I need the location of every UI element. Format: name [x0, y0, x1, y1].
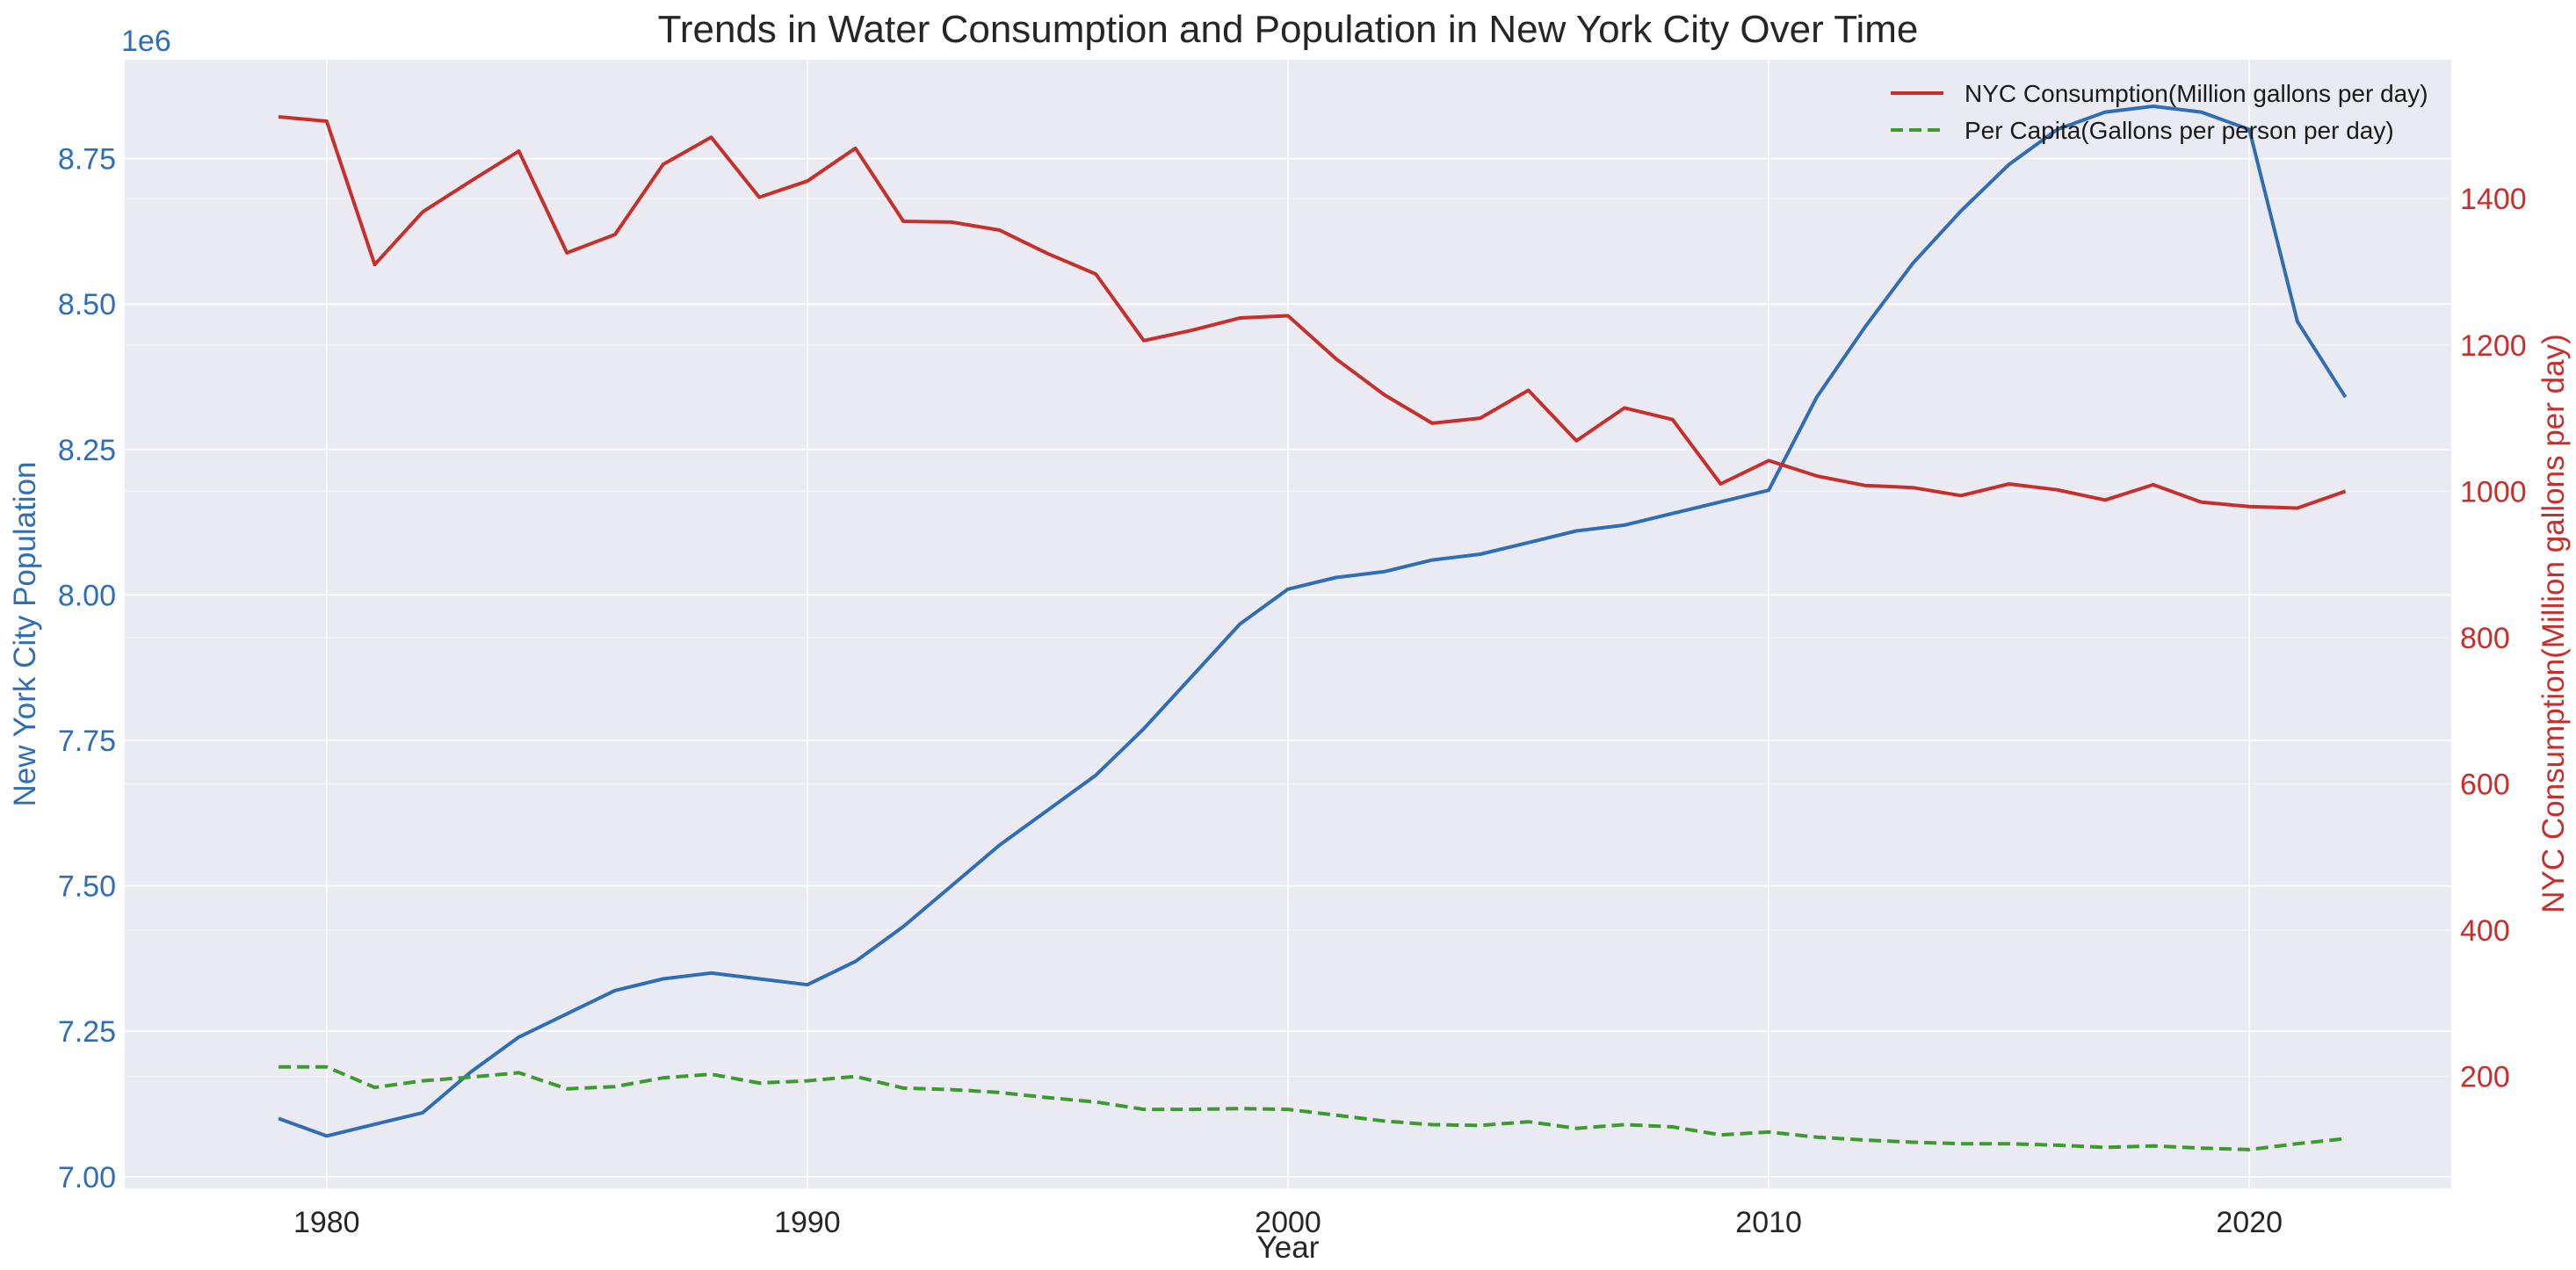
series-group: [278, 105, 2348, 1151]
legend: NYC Consumption(Million gallons per day)…: [1891, 80, 2428, 144]
series-line-consumption: [278, 115, 2347, 510]
grid: [125, 60, 2451, 1188]
right-y-tick-label: 600: [2460, 768, 2510, 801]
x-tick-label: 2000: [1255, 1206, 1321, 1239]
left-y-tick-label: 8.00: [58, 579, 116, 612]
left-y-tick-label: 8.50: [58, 288, 116, 321]
left-y-ticks: 7.00 7.25 7.50 7.75 8.00 8.25 8.50 8.75: [58, 143, 116, 1194]
x-tick-label: 2010: [1735, 1206, 1802, 1239]
right-y-tick-label: 400: [2460, 914, 2510, 948]
left-y-tick-label: 7.25: [58, 1015, 116, 1049]
left-axis-label: New York City Population: [8, 462, 42, 807]
legend-label-per_capita: Per Capita(Gallons per person per day): [1965, 117, 2394, 144]
x-tick-label: 1980: [293, 1206, 360, 1239]
left-axis-multiplier: 1e6: [121, 25, 171, 58]
series-line-per_capita: [279, 1064, 2346, 1151]
x-tick-label: 2020: [2216, 1206, 2283, 1239]
right-axis-label: NYC Consumption(Million gallons per day): [2536, 334, 2571, 913]
right-y-tick-label: 800: [2460, 622, 2510, 655]
left-y-tick-label: 7.50: [58, 870, 116, 904]
right-y-tick-label: 1000: [2460, 475, 2527, 509]
x-tick-label: 1990: [774, 1206, 841, 1239]
left-y-tick-label: 8.25: [58, 434, 116, 467]
legend-label-consumption: NYC Consumption(Million gallons per day): [1965, 80, 2428, 107]
left-y-tick-label: 8.75: [58, 143, 116, 177]
left-y-tick-label: 7.75: [58, 725, 116, 758]
right-y-ticks: 200 400 600 800 1000 1200 1400: [2460, 183, 2527, 1093]
left-y-tick-label: 7.00: [58, 1161, 116, 1194]
right-y-tick-label: 1200: [2460, 329, 2527, 363]
right-y-tick-label: 200: [2460, 1061, 2510, 1094]
x-axis-label: Year: [1257, 1230, 1320, 1265]
chart-title: Trends in Water Consumption and Populati…: [658, 8, 1919, 51]
right-y-tick-label: 1400: [2460, 183, 2527, 216]
x-ticks: 1980 1990 2000 2010 2020: [293, 1206, 2283, 1239]
series-line-population: [278, 105, 2348, 1138]
